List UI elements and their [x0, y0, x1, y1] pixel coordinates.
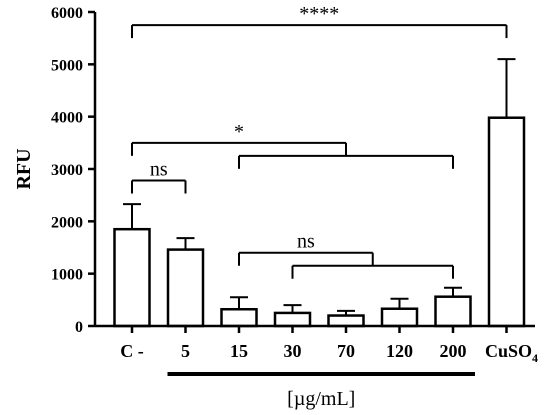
y-tick-label: 0 — [75, 319, 83, 336]
x-tick-label: CuSO4 — [485, 341, 538, 365]
bar — [327, 314, 365, 328]
significance-label: ns — [297, 231, 315, 253]
x-tick-label: 30 — [284, 341, 302, 361]
x-axis-unit-label: [µg/mL] — [287, 388, 355, 410]
bars — [113, 58, 526, 328]
x-tick-label: 70 — [337, 341, 355, 361]
x-tick-label: 5 — [181, 341, 190, 361]
significance-label: ns — [150, 159, 168, 181]
bar — [434, 295, 472, 328]
y-tick-label: 3000 — [51, 162, 83, 179]
y-tick-label: 2000 — [51, 214, 83, 231]
significance-label: * — [234, 121, 244, 143]
bar — [113, 227, 151, 328]
bar — [380, 307, 419, 328]
y-tick-label: 6000 — [51, 5, 83, 22]
y-ticks: 0 1000 2000 3000 4000 5000 6000 — [51, 5, 95, 336]
bar — [273, 311, 312, 328]
bar — [220, 308, 258, 328]
y-tick-label: 4000 — [51, 110, 83, 127]
x-tick-label: C - — [120, 341, 144, 361]
bar — [487, 116, 526, 328]
x-tick-label: 15 — [230, 341, 248, 361]
y-axis-label: RFU — [13, 148, 35, 189]
y-tick-label: 5000 — [51, 57, 83, 74]
y-tick-label: 1000 — [51, 267, 83, 284]
x-tick-label: 200 — [440, 341, 467, 361]
bar — [166, 248, 205, 328]
x-tick-label: 120 — [386, 341, 413, 361]
x-ticks: C - 5 15 30 70 120 200 CuSO4 — [120, 326, 538, 365]
significance-label: **** — [299, 3, 339, 25]
